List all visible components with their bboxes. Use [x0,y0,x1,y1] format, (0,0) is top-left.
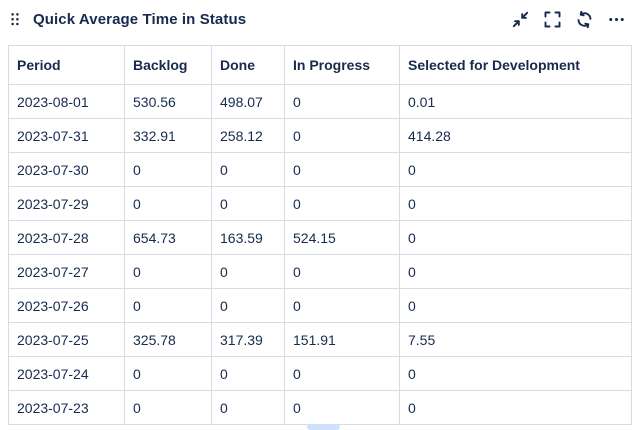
table-cell: 0 [211,254,285,289]
table-cell: 2023-07-23 [8,390,125,425]
table-cell: 0.01 [399,84,632,119]
table-row: 2023-07-23 0 0 0 0 [8,390,632,425]
column-header: Selected for Development [399,45,632,85]
table-row: 2023-07-26 0 0 0 0 [8,288,632,323]
refresh-icon[interactable] [575,10,593,28]
fullscreen-icon[interactable] [543,10,561,28]
table-cell: 2023-07-30 [8,152,125,187]
drag-handle-icon[interactable] [8,10,22,28]
table-row: 2023-07-25 325.78 317.39 151.91 7.55 [8,322,632,357]
table-cell: 0 [399,220,632,255]
table-cell: 2023-07-25 [8,322,125,357]
table-cell: 0 [124,254,212,289]
table-cell: 2023-07-24 [8,356,125,391]
table-cell: 414.28 [399,118,632,153]
table-cell: 524.15 [284,220,400,255]
column-header: Done [211,45,285,85]
table-cell: 0 [399,186,632,221]
table-row: 2023-07-30 0 0 0 0 [8,152,632,187]
table-row: 2023-07-24 0 0 0 0 [8,356,632,391]
column-header: Period [8,45,125,85]
table-cell: 0 [399,288,632,323]
table-cell: 0 [284,356,400,391]
table-cell: 151.91 [284,322,400,357]
table-cell: 498.07 [211,84,285,119]
table-row: 2023-07-29 0 0 0 0 [8,186,632,221]
table-cell: 0 [399,356,632,391]
table-header-row: Period Backlog Done In Progress Selected for… [8,45,632,85]
more-icon[interactable] [607,10,625,28]
table-cell: 530.56 [124,84,212,119]
average-time-table: Period Backlog Done In Progress Selected for… [8,45,632,425]
collapse-icon[interactable] [511,10,529,28]
table-cell: 325.78 [124,322,212,357]
table-cell: 0 [124,152,212,187]
table-cell: 7.55 [399,322,632,357]
table-cell: 317.39 [211,322,285,357]
table-cell: 0 [124,288,212,323]
column-header: In Progress [284,45,400,85]
table-cell: 0 [211,390,285,425]
table-cell: 0 [124,390,212,425]
table-cell: 0 [284,152,400,187]
table-cell: 0 [211,186,285,221]
table-cell: 2023-07-28 [8,220,125,255]
table-row: 2023-08-01 530.56 498.07 0 0.01 [8,84,632,119]
table-cell: 163.59 [211,220,285,255]
page-title: Quick Average Time in Status [33,10,247,28]
table-cell: 0 [284,186,400,221]
table-cell: 0 [284,118,400,153]
column-header: Backlog [124,45,212,85]
table-cell: 0 [124,356,212,391]
table-cell: 0 [284,84,400,119]
table-cell: 0 [284,254,400,289]
table-row: 2023-07-27 0 0 0 0 [8,254,632,289]
table-cell: 0 [211,152,285,187]
table-cell: 0 [284,390,400,425]
header-controls [511,10,625,28]
table-cell: 0 [399,254,632,289]
table-cell: 654.73 [124,220,212,255]
table-cell: 0 [211,356,285,391]
table-cell: 0 [284,288,400,323]
table-cell: 2023-07-31 [8,118,125,153]
table-cell: 0 [399,390,632,425]
scroll-down-indicator[interactable] [307,424,340,430]
table-cell: 2023-07-26 [8,288,125,323]
table-cell: 332.91 [124,118,212,153]
table-cell: 2023-07-29 [8,186,125,221]
table-cell: 0 [211,288,285,323]
table-cell: 258.12 [211,118,285,153]
table-cell: 2023-08-01 [8,84,125,119]
table-cell: 0 [399,152,632,187]
table-cell: 0 [124,186,212,221]
table-row: 2023-07-31 332.91 258.12 0 414.28 [8,118,632,153]
gadget-header: Quick Average Time in Status [0,0,640,36]
table-row: 2023-07-28 654.73 163.59 524.15 0 [8,220,632,255]
table-cell: 2023-07-27 [8,254,125,289]
